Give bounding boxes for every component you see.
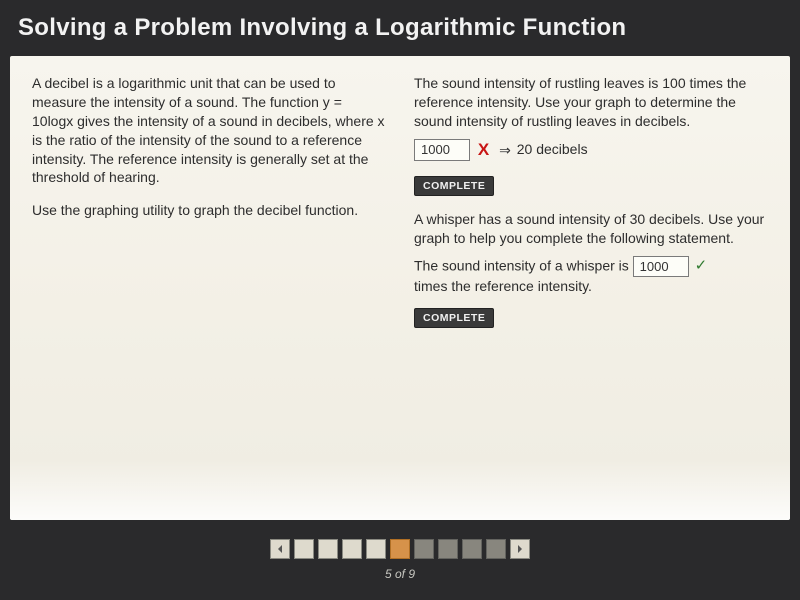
- complete-button-2[interactable]: COMPLETE: [414, 308, 494, 328]
- question-1-answer-row: 1000 X ⇒ 20 decibels: [414, 139, 768, 162]
- complete-button-1[interactable]: COMPLETE: [414, 176, 494, 196]
- question-2-statement-post: times the reference intensity.: [414, 278, 592, 294]
- question-2-input[interactable]: 1000: [633, 256, 689, 278]
- page-box-3[interactable]: [342, 539, 362, 559]
- question-1-correct-answer: 20 decibels: [517, 141, 588, 157]
- page-box-2[interactable]: [318, 539, 338, 559]
- page-box-7[interactable]: [438, 539, 458, 559]
- question-2-statement: The sound intensity of a whisper is 1000…: [414, 256, 768, 296]
- chevron-right-icon: [515, 544, 525, 554]
- page-box-5-current[interactable]: [390, 539, 410, 559]
- content-panel: A decibel is a logarithmic unit that can…: [10, 56, 790, 520]
- question-2-statement-pre: The sound intensity of a whisper is: [414, 257, 633, 273]
- pagination-label: 5 of 9: [385, 567, 415, 581]
- intro-paragraph: A decibel is a logarithmic unit that can…: [32, 74, 386, 187]
- instruction-paragraph: Use the graphing utility to graph the de…: [32, 201, 386, 220]
- page-title: Solving a Problem Involving a Logarithmi…: [10, 8, 790, 56]
- chevron-left-icon: [275, 544, 285, 554]
- page-box-9[interactable]: [486, 539, 506, 559]
- question-2-intro: A whisper has a sound intensity of 30 de…: [414, 210, 768, 248]
- lesson-screen: Solving a Problem Involving a Logarithmi…: [0, 0, 800, 600]
- left-column: A decibel is a logarithmic unit that can…: [32, 74, 386, 498]
- right-column: The sound intensity of rustling leaves i…: [414, 74, 768, 498]
- pagination-controls: [270, 539, 530, 559]
- question-1-text: The sound intensity of rustling leaves i…: [414, 74, 768, 131]
- page-box-4[interactable]: [366, 539, 386, 559]
- page-box-1[interactable]: [294, 539, 314, 559]
- prev-page-button[interactable]: [270, 539, 290, 559]
- wrong-mark-icon: X: [478, 140, 489, 159]
- next-page-button[interactable]: [510, 539, 530, 559]
- question-1-input[interactable]: 1000: [414, 139, 470, 161]
- page-box-8[interactable]: [462, 539, 482, 559]
- page-box-6[interactable]: [414, 539, 434, 559]
- check-mark-icon: ✓: [695, 257, 708, 274]
- pagination-bar: 5 of 9: [10, 520, 790, 600]
- implies-arrow-icon: ⇒: [499, 142, 511, 158]
